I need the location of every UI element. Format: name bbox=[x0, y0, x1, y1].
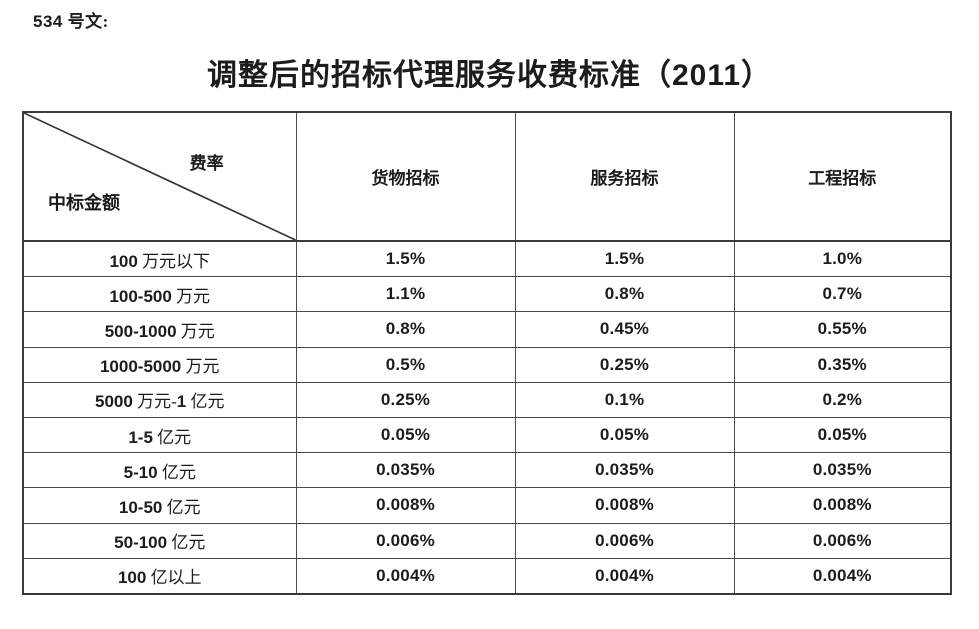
column-header-engineering: 工程招标 bbox=[733, 111, 952, 242]
fee-cell: 0.8% bbox=[514, 276, 735, 313]
table-row: 5000 万元-1 亿元 0.25% 0.1% 0.2% bbox=[22, 381, 952, 418]
fee-cell: 0.035% bbox=[295, 452, 516, 489]
table-row: 5-10 亿元 0.035% 0.035% 0.035% bbox=[22, 452, 952, 489]
fee-cell: 0.05% bbox=[733, 416, 952, 454]
fee-cell: 0.008% bbox=[514, 487, 735, 524]
fee-standard-table: 费率 中标金额 货物招标 服务招标 工程招标 100 万元以下 1.5% 1.5… bbox=[22, 111, 952, 595]
fee-cell: 0.035% bbox=[514, 452, 735, 489]
fee-cell: 0.5% bbox=[295, 346, 516, 383]
fee-cell: 1.0% bbox=[733, 240, 952, 278]
fee-cell: 0.05% bbox=[295, 416, 516, 454]
fee-cell: 0.004% bbox=[514, 557, 735, 595]
header-row: 费率 中标金额 货物招标 服务招标 工程招标 bbox=[22, 111, 952, 242]
row-label: 1000-5000 万元 bbox=[22, 346, 297, 383]
row-label: 50-100 亿元 bbox=[22, 522, 297, 559]
column-header-services: 服务招标 bbox=[514, 111, 735, 242]
table-row: 1-5 亿元 0.05% 0.05% 0.05% bbox=[22, 416, 952, 454]
corner-label-rate: 费率 bbox=[189, 154, 224, 173]
row-label: 5000 万元-1 亿元 bbox=[22, 381, 297, 418]
row-label: 5-10 亿元 bbox=[22, 452, 297, 489]
fee-cell: 1.1% bbox=[295, 276, 516, 313]
fee-cell: 0.006% bbox=[295, 522, 516, 559]
fee-cell: 0.7% bbox=[733, 276, 952, 313]
fee-cell: 0.008% bbox=[295, 487, 516, 524]
row-label: 100 万元以下 bbox=[22, 240, 297, 278]
fee-cell: 0.25% bbox=[514, 346, 735, 383]
table-row: 100 亿以上 0.004% 0.004% 0.004% bbox=[22, 557, 952, 595]
row-label: 10-50 亿元 bbox=[22, 487, 297, 524]
fee-cell: 0.004% bbox=[733, 557, 952, 595]
fee-cell: 1.5% bbox=[514, 240, 735, 278]
fee-cell: 0.25% bbox=[295, 381, 516, 418]
fee-cell: 0.45% bbox=[514, 311, 735, 348]
table-row: 500-1000 万元 0.8% 0.45% 0.55% bbox=[22, 311, 952, 348]
table-row: 50-100 亿元 0.006% 0.006% 0.006% bbox=[22, 522, 952, 559]
fee-cell: 1.5% bbox=[295, 240, 516, 278]
fee-cell: 0.55% bbox=[733, 311, 952, 348]
fee-cell: 0.1% bbox=[514, 381, 735, 418]
fee-cell: 0.006% bbox=[514, 522, 735, 559]
table-row: 1000-5000 万元 0.5% 0.25% 0.35% bbox=[22, 346, 952, 383]
table-row: 100 万元以下 1.5% 1.5% 1.0% bbox=[22, 240, 952, 278]
page-title: 调整后的招标代理服务收费标准（2011） bbox=[206, 59, 773, 92]
table-row: 10-50 亿元 0.008% 0.008% 0.008% bbox=[22, 487, 952, 524]
fee-cell: 0.006% bbox=[733, 522, 952, 559]
row-label: 100 亿以上 bbox=[22, 557, 297, 595]
diagonal-divider bbox=[24, 113, 296, 240]
fee-cell: 0.008% bbox=[733, 487, 952, 524]
fee-cell: 0.2% bbox=[733, 381, 952, 418]
fee-cell: 0.05% bbox=[514, 416, 735, 454]
row-label: 100-500 万元 bbox=[22, 276, 297, 313]
fee-cell: 0.8% bbox=[295, 311, 516, 348]
table-row: 100-500 万元 1.1% 0.8% 0.7% bbox=[22, 276, 952, 313]
row-label: 1-5 亿元 bbox=[22, 416, 297, 454]
fee-cell: 0.004% bbox=[295, 557, 516, 595]
fee-cell: 0.35% bbox=[733, 346, 952, 383]
corner-header-cell: 费率 中标金额 bbox=[22, 111, 297, 242]
fee-cell: 0.035% bbox=[733, 452, 952, 489]
corner-label-amount: 中标金额 bbox=[48, 193, 120, 213]
doc-reference: 534 号文: bbox=[33, 12, 109, 31]
row-label: 500-1000 万元 bbox=[22, 311, 297, 348]
column-header-goods: 货物招标 bbox=[295, 111, 516, 242]
